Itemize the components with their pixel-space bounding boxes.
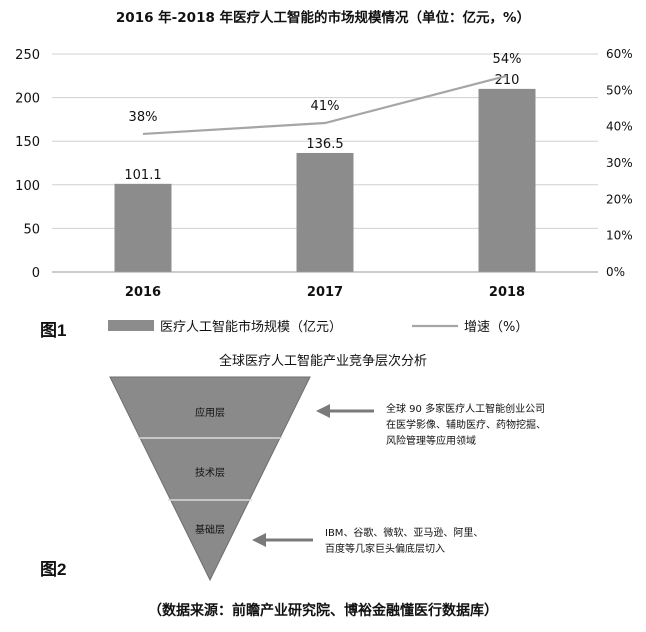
bar-value-label: 101.1 <box>124 168 161 183</box>
chart-title: 2016 年-2018 年医疗人工智能的市场规模情况（单位：亿元，%） <box>116 9 530 26</box>
arrow-2-head <box>252 533 266 547</box>
y-left-tick-label: 200 <box>15 92 40 107</box>
x-tick-label: 2018 <box>489 285 525 300</box>
x-tick-label: 2016 <box>125 285 161 300</box>
y-right-tick-label: 60% <box>606 47 633 61</box>
foundation-layer-note: IBM、谷歌、微软、亚马逊、阿里、百度等几家巨头偏底层切入 <box>325 528 484 555</box>
legend-bar-label: 医疗人工智能市场规模（亿元） <box>160 319 342 335</box>
y-left-tick-label: 100 <box>15 179 40 194</box>
growth-rate-line <box>142 74 508 136</box>
y-left-tick-label: 250 <box>15 48 40 63</box>
bar-2018 <box>478 88 536 272</box>
market-size-chart: 2016 年-2018 年医疗人工智能的市场规模情况（单位：亿元，%） 101.… <box>15 9 633 335</box>
x-tick-label: 2017 <box>307 285 343 300</box>
y-left-tick-label: 0 <box>32 266 40 281</box>
legend-bar-swatch <box>108 320 154 331</box>
growth-line: 38% 41% 54% <box>129 52 522 136</box>
y-left-tick-label: 50 <box>23 222 40 237</box>
bar-2017 <box>296 152 354 272</box>
growth-rate-label: 54% <box>493 52 522 67</box>
figure-2-title: 全球医疗人工智能产业竞争层次分析 <box>218 354 427 369</box>
bar-2016 <box>114 183 172 272</box>
legend: 医疗人工智能市场规模（亿元） 增速（%） <box>108 319 528 335</box>
pyramid-layer-technology: 技术层 <box>195 468 225 479</box>
application-layer-note: 全球 90 多家医疗人工智能创业公司在医学影像、辅助医疗、药物挖掘、风险管理等应… <box>386 404 546 447</box>
y-right-tick-label: 0% <box>606 265 625 279</box>
figure-2-label: 图2 <box>40 560 67 579</box>
y-right-tick-label: 10% <box>606 229 633 243</box>
growth-rate-label: 38% <box>129 110 158 125</box>
y-left-tick-label: 150 <box>15 135 40 150</box>
bar-value-label: 136.5 <box>306 137 343 152</box>
data-source: （数据来源：前瞻产业研究院、博裕金融懂医行数据库） <box>148 603 498 619</box>
pyramid-shape <box>109 376 311 582</box>
pyramid-layer-application: 应用层 <box>195 408 225 419</box>
arrow-1-head <box>316 404 330 418</box>
y-right-tick-label: 20% <box>606 192 633 206</box>
legend-line-label: 增速（%） <box>464 320 528 335</box>
figure-1-label: 图1 <box>40 321 67 340</box>
y-right-tick-label: 40% <box>606 120 633 134</box>
axes: 0 50 100 150 200 250 0% 10% 20% 30% 40% 50% 60% 2016 2… <box>15 47 633 300</box>
y-right-tick-label: 30% <box>606 156 633 170</box>
growth-rate-label: 41% <box>311 99 340 114</box>
y-right-tick-label: 50% <box>606 83 633 97</box>
pyramid-layer-foundation: 基础层 <box>195 525 225 536</box>
